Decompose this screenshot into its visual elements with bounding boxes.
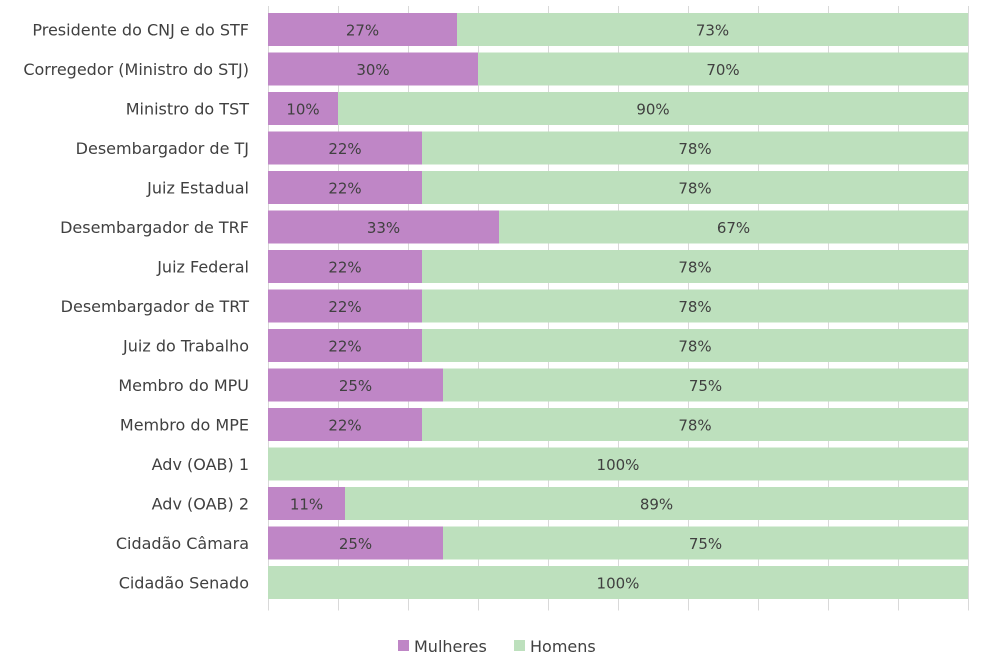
bar-segment-homens — [422, 289, 968, 323]
data-label: 25% — [339, 535, 372, 553]
data-label: 78% — [678, 298, 711, 316]
bar-segment-homens — [338, 92, 968, 125]
data-label: 22% — [328, 338, 361, 356]
legend-label-homens: Homens — [530, 637, 596, 656]
bar-segment-homens — [478, 52, 968, 86]
data-label: 22% — [328, 298, 361, 316]
data-label: 22% — [328, 417, 361, 435]
category-label: Juiz do Trabalho — [122, 337, 249, 356]
data-label: 100% — [597, 456, 640, 474]
data-label: 10% — [286, 101, 319, 119]
bar-segment-mulheres — [268, 408, 422, 441]
data-label: 90% — [636, 101, 669, 119]
category-label: Adv (OAB) 1 — [152, 455, 249, 474]
category-label: Juiz Federal — [156, 258, 249, 277]
data-label: 22% — [328, 180, 361, 198]
data-label: 75% — [689, 377, 722, 395]
category-label: Desembargador de TRF — [60, 218, 249, 237]
bars: 27% 73% 30% 70% 10% 90% 22% 78% 22% 78% 33% 67% 22% 7… — [268, 13, 968, 599]
data-label: 70% — [706, 61, 739, 79]
bar-segment-mulheres — [268, 329, 422, 362]
bar-segment-homens — [499, 210, 968, 244]
legend-label-mulheres: Mulheres — [414, 637, 487, 656]
bar-segment-homens — [443, 368, 968, 402]
bar-segment-homens — [268, 566, 968, 599]
bar-segment-mulheres — [268, 289, 422, 323]
bar-segment-homens — [457, 13, 968, 46]
data-label: 78% — [678, 180, 711, 198]
legend-swatch-homens — [514, 640, 525, 651]
bar-segment-homens — [422, 131, 968, 165]
data-label: 73% — [696, 22, 729, 40]
bar-segment-mulheres — [268, 250, 422, 283]
bar-segment-homens — [268, 447, 968, 481]
category-labels: Presidente do CNJ e do STF Corregedor (Mi… — [23, 21, 249, 593]
bar-segment-mulheres — [268, 171, 422, 204]
bar-segment-homens — [422, 408, 968, 441]
data-label: 78% — [678, 259, 711, 277]
category-label: Membro do MPU — [118, 376, 249, 395]
legend-swatch-mulheres — [398, 640, 409, 651]
data-label: 27% — [346, 22, 379, 40]
data-label: 25% — [339, 377, 372, 395]
data-label: 78% — [678, 140, 711, 158]
category-label: Membro do MPE — [120, 416, 249, 435]
bar-segment-mulheres — [268, 368, 443, 402]
category-label: Presidente do CNJ e do STF — [32, 21, 249, 40]
data-label: 22% — [328, 259, 361, 277]
data-label: 67% — [717, 219, 750, 237]
bar-segment-mulheres — [268, 526, 443, 560]
bar-segment-homens — [422, 171, 968, 204]
category-label: Cidadão Senado — [119, 574, 249, 593]
bar-segment-mulheres — [268, 487, 345, 520]
data-label: 78% — [678, 417, 711, 435]
data-label: 30% — [356, 61, 389, 79]
category-label: Corregedor (Ministro do STJ) — [23, 60, 249, 79]
data-label: 11% — [290, 496, 323, 514]
bar-segment-homens — [345, 487, 968, 520]
bar-segment-homens — [422, 329, 968, 362]
data-label: 100% — [597, 575, 640, 593]
data-label: 75% — [689, 535, 722, 553]
data-label: 89% — [640, 496, 673, 514]
data-label: 33% — [367, 219, 400, 237]
category-label: Adv (OAB) 2 — [152, 495, 249, 514]
bar-segment-homens — [443, 526, 968, 560]
category-label: Desembargador de TRT — [61, 297, 250, 316]
category-label: Cidadão Câmara — [116, 534, 249, 553]
legend: Mulheres Homens — [398, 637, 596, 656]
bar-segment-mulheres — [268, 210, 499, 244]
category-label: Ministro do TST — [126, 100, 250, 119]
bar-segment-mulheres — [268, 131, 422, 165]
bar-segment-mulheres — [268, 52, 478, 86]
category-label: Desembargador de TJ — [76, 139, 249, 158]
bar-segment-mulheres — [268, 92, 338, 125]
bar-segment-homens — [422, 250, 968, 283]
data-label: 22% — [328, 140, 361, 158]
bar-segment-mulheres — [268, 13, 457, 46]
category-label: Juiz Estadual — [146, 179, 249, 198]
data-label: 78% — [678, 338, 711, 356]
